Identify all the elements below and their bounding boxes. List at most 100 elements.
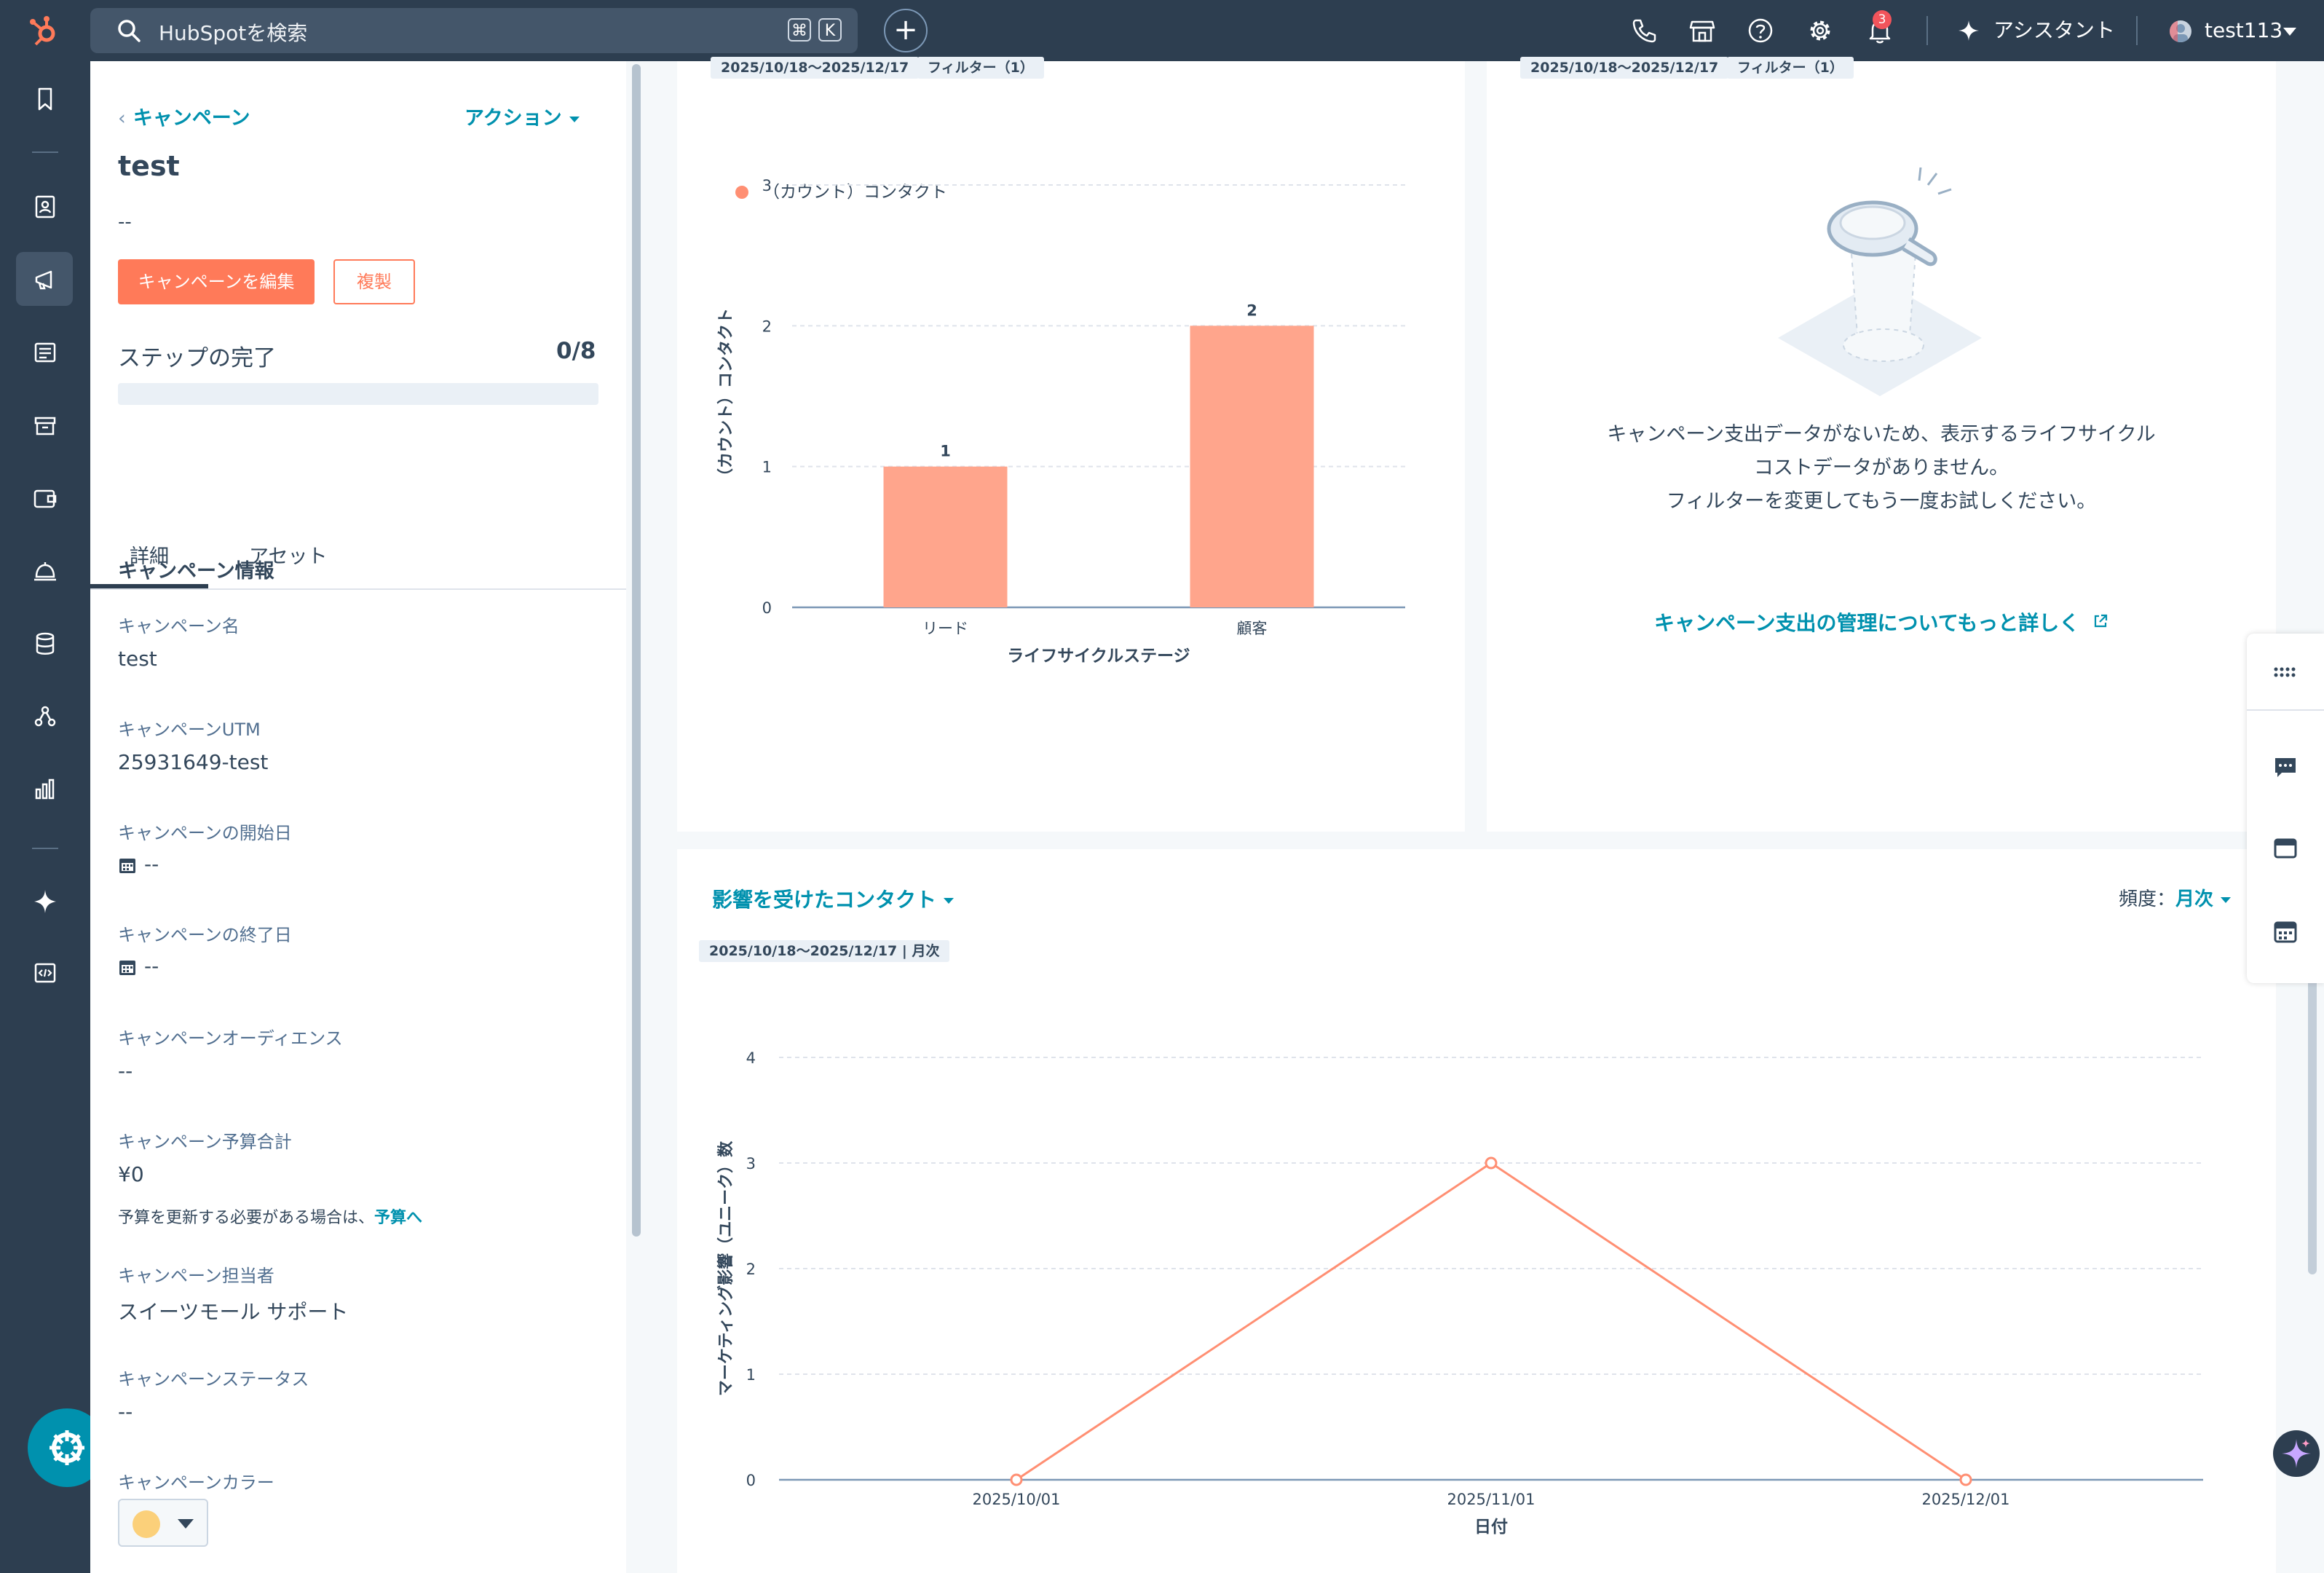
steps-label: ステップの完了 xyxy=(118,345,276,371)
steps-progress-bar xyxy=(118,383,598,405)
date-range-chip[interactable]: 2025/10/18〜2025/12/17 xyxy=(711,57,920,79)
filter-chip[interactable]: フィルター（1） xyxy=(1727,57,1854,79)
utm-value[interactable]: 25931649-test xyxy=(118,750,269,774)
contacts-icon[interactable] xyxy=(31,192,60,221)
window-icon[interactable] xyxy=(2272,835,2299,862)
divider xyxy=(32,151,58,153)
x-axis-title: 日付 xyxy=(1474,1518,1508,1537)
frequency-selector[interactable]: 頻度：月次 xyxy=(2119,884,2232,911)
chart-legend: （カウント）コンタクト xyxy=(735,178,947,202)
y-tick-label: 0 xyxy=(746,1472,756,1489)
line-chart: 0 1 2 3 4 2025/10/01 2025/11/01 2025/12/01 日付 マーケ… xyxy=(716,1049,2203,1537)
chevron-down-icon xyxy=(944,898,954,904)
y-tick-label: 1 xyxy=(746,1366,756,1384)
commerce-icon[interactable] xyxy=(31,411,60,440)
lifecycle-stage-card: 2025/10/18〜2025/12/17 フィルター（1） （カウント）コンタ… xyxy=(677,57,1465,832)
budget-link[interactable]: 予算へ xyxy=(374,1209,423,1227)
breeze-icon[interactable] xyxy=(31,887,60,916)
sparkle-icon xyxy=(2282,1439,2311,1468)
create-new-button[interactable]: + xyxy=(884,9,928,52)
tab-bar: 詳細 アセット xyxy=(90,513,626,590)
start-date-field[interactable]: -- xyxy=(118,852,159,876)
reporting-icon[interactable] xyxy=(31,775,60,804)
search-placeholder: HubSpotを検索 xyxy=(159,21,308,45)
calendar-icon xyxy=(119,859,135,873)
user-name: test113 xyxy=(2205,18,2283,42)
automation-icon[interactable] xyxy=(31,702,60,731)
chevron-down-icon xyxy=(2221,896,2232,903)
hubspot-logo-icon[interactable] xyxy=(28,15,61,48)
frequency-value: 月次 xyxy=(2175,888,2214,910)
clone-button[interactable]: 複製 xyxy=(333,259,415,304)
right-tool-rail xyxy=(2247,634,2324,983)
owner-value[interactable]: スイーツモール サポート xyxy=(118,1300,349,1324)
budget-note: 予算を更新する必要がある場合は、予算へ xyxy=(118,1205,422,1228)
learn-more-link[interactable]: キャンペーン支出の管理についてもっと詳しく xyxy=(1487,607,2276,636)
bookmark-icon[interactable] xyxy=(31,84,60,114)
settings-icon[interactable] xyxy=(1806,16,1835,45)
end-date-value: -- xyxy=(144,954,159,978)
drag-handle-icon[interactable] xyxy=(2272,658,2299,686)
filter-chip[interactable]: フィルター（1） xyxy=(917,57,1044,79)
k-key-hint: K xyxy=(818,18,842,42)
content-icon[interactable] xyxy=(31,338,60,367)
y-tick-label: 0 xyxy=(762,599,772,617)
owner-label: キャンペーン担当者 xyxy=(118,1266,274,1286)
marketplace-icon[interactable] xyxy=(1688,16,1717,45)
status-value[interactable]: -- xyxy=(118,1400,133,1424)
tab-details[interactable]: 詳細 xyxy=(130,545,169,568)
sales-icon[interactable] xyxy=(31,484,60,513)
actions-dropdown[interactable]: アクション xyxy=(465,102,580,130)
section-heading: キャンペーン情報 xyxy=(118,560,274,583)
budget-value: ¥0 xyxy=(118,1162,144,1186)
bar xyxy=(1190,326,1314,607)
global-search-input[interactable]: HubSpotを検索 ⌘ K xyxy=(90,8,858,53)
edit-campaign-button[interactable]: キャンペーンを編集 xyxy=(118,259,315,304)
date-range-chip[interactable]: 2025/10/18〜2025/12/17 xyxy=(1520,57,1729,79)
help-icon[interactable] xyxy=(1746,16,1775,45)
divider xyxy=(2247,709,2324,711)
divider xyxy=(2136,16,2138,45)
data-point xyxy=(1959,1473,1972,1486)
chevron-down-icon xyxy=(569,116,580,122)
ai-assistant-button[interactable] xyxy=(2273,1430,2320,1477)
notification-badge: 3 xyxy=(1873,10,1892,29)
name-value[interactable]: test xyxy=(118,647,157,671)
color-label: キャンペーンカラー xyxy=(118,1473,274,1493)
main-scrollbar[interactable] xyxy=(2308,947,2317,1274)
calendar-icon[interactable] xyxy=(2272,918,2299,945)
assistant-label: アシスタント xyxy=(1993,18,2115,42)
actions-label: アクション xyxy=(465,107,562,130)
lifecycle-cost-card: 2025/10/18〜2025/12/17 フィルター（1） キャンペーン支出デ… xyxy=(1487,57,2276,832)
sparkle-icon xyxy=(1959,20,1979,41)
bar-value-label: 1 xyxy=(940,443,951,460)
command-key-hint: ⌘ xyxy=(788,18,811,42)
top-navigation: HubSpotを検索 ⌘ K + 3 アシスタント test113 xyxy=(0,0,2324,61)
active-nav-highlight xyxy=(16,252,73,306)
chevron-left-icon: ‹ xyxy=(118,107,126,130)
tab-assets[interactable]: アセット xyxy=(249,545,328,568)
data-point xyxy=(1010,1473,1023,1486)
panel-scrollbar[interactable] xyxy=(632,64,641,1237)
date-range-chip[interactable]: 2025/10/18〜2025/12/17 | 月次 xyxy=(699,940,950,962)
phone-icon[interactable] xyxy=(1629,16,1659,45)
audience-value[interactable]: -- xyxy=(118,1059,133,1083)
marketing-icon[interactable] xyxy=(31,265,60,294)
service-icon[interactable] xyxy=(31,556,60,586)
chat-icon[interactable] xyxy=(2272,753,2299,781)
back-to-campaigns-link[interactable]: ‹ キャンペーン xyxy=(118,102,250,130)
end-date-field[interactable]: -- xyxy=(118,954,159,978)
campaign-color-picker[interactable] xyxy=(118,1499,208,1547)
color-swatch xyxy=(133,1510,160,1538)
life-ring-icon xyxy=(50,1430,84,1465)
influenced-contacts-dropdown[interactable]: 影響を受けたコンタクト xyxy=(712,884,954,913)
active-tab-indicator xyxy=(90,584,208,588)
avatar xyxy=(2170,20,2191,42)
x-tick-label: 2025/12/01 xyxy=(1921,1491,2009,1508)
data-icon[interactable] xyxy=(31,629,60,658)
series-line xyxy=(1016,1162,1967,1481)
y-tick-label: 1 xyxy=(762,459,772,476)
developer-icon[interactable] xyxy=(31,958,60,987)
frequency-label: 頻度： xyxy=(2119,888,2176,910)
